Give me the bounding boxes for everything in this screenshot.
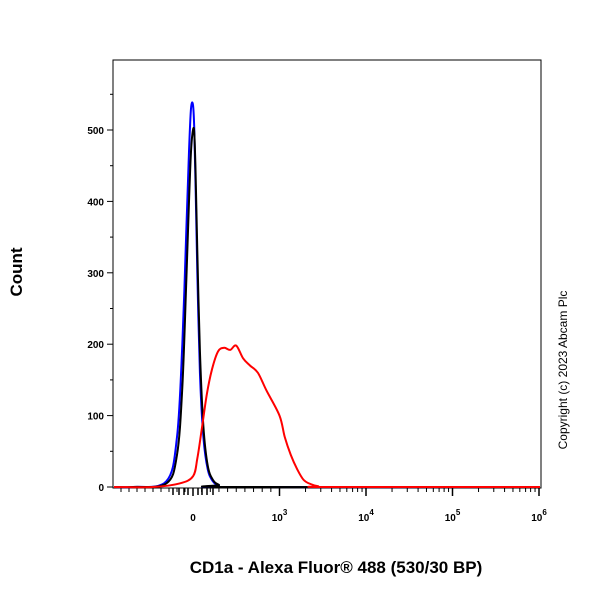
- y-axis-ticks: 0 100 200 300 400 500: [87, 93, 113, 494]
- histogram-curve-3: [113, 344, 541, 489]
- x-tick-label: 103: [272, 508, 288, 524]
- x-tick-label: 105: [445, 508, 461, 524]
- plot-frame: [112, 59, 542, 489]
- y-axis-title: Count: [7, 247, 26, 296]
- x-axis-ticks: 0 103 104 105 106: [120, 488, 547, 524]
- y-tick-label: 0: [98, 483, 104, 494]
- histogram-series: [113, 101, 541, 489]
- copyright-annotation: Copyright (c) 2023 Abcam Plc: [556, 291, 570, 450]
- y-tick-label: 500: [87, 126, 104, 137]
- x-tick-label: 104: [358, 508, 374, 524]
- y-tick-label: 200: [87, 340, 104, 351]
- y-tick-label: 300: [87, 269, 104, 280]
- x-tick-label: 106: [531, 508, 547, 524]
- y-tick-label: 100: [87, 412, 104, 423]
- histogram-curve-1: [113, 101, 541, 489]
- y-tick-label: 400: [87, 197, 104, 208]
- x-tick-label: 0: [190, 513, 196, 524]
- histogram-curve-2: [113, 126, 541, 489]
- x-axis-title: CD1a - Alexa Fluor® 488 (530/30 BP): [190, 558, 483, 577]
